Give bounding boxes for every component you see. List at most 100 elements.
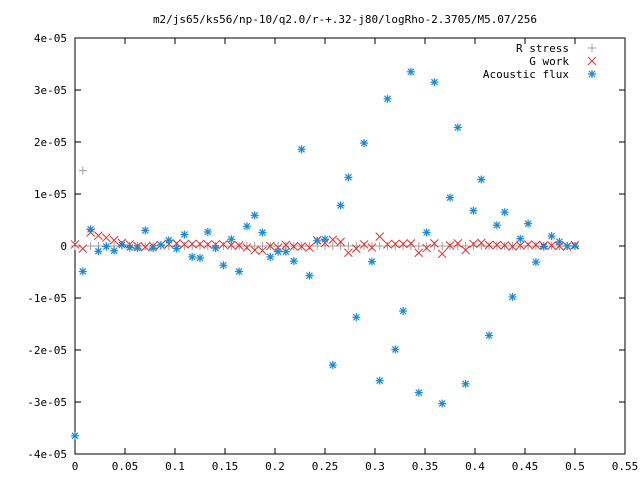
data-point-acoustic-flux <box>328 361 337 370</box>
data-point-acoustic-flux <box>344 173 353 182</box>
data-point-acoustic-flux <box>235 267 244 276</box>
data-point-acoustic-flux <box>102 242 111 251</box>
data-point-r-stress <box>375 242 384 250</box>
data-point-g-work <box>281 240 291 250</box>
data-point-acoustic-flux <box>336 201 345 210</box>
data-point-acoustic-flux <box>453 123 462 132</box>
data-point-g-work <box>140 242 150 252</box>
data-point-acoustic-flux <box>164 236 173 245</box>
data-point-r-stress <box>391 242 400 250</box>
data-point-r-stress <box>242 242 251 250</box>
data-point-acoustic-flux <box>547 232 556 241</box>
data-point-r-stress <box>492 242 501 250</box>
data-point-acoustic-flux <box>219 261 228 270</box>
data-point-acoustic-flux <box>555 237 564 246</box>
data-point-r-stress <box>328 242 337 250</box>
data-point-acoustic-flux <box>313 236 322 245</box>
data-point-acoustic-flux <box>485 331 494 340</box>
y-tick-label: -4e-05 <box>27 448 67 461</box>
data-point-g-work <box>328 235 338 245</box>
data-point-g-work <box>250 245 260 255</box>
data-point-acoustic-flux <box>367 257 376 266</box>
data-point-acoustic-flux <box>383 94 392 103</box>
data-point-acoustic-flux <box>250 211 259 220</box>
data-point-acoustic-flux <box>274 247 283 256</box>
data-point-g-work <box>445 241 455 250</box>
data-point-g-work <box>398 239 408 249</box>
data-point-g-work <box>258 246 267 256</box>
data-point-g-work <box>187 239 197 249</box>
data-point-acoustic-flux <box>571 242 579 250</box>
data-point-acoustic-flux <box>227 235 236 244</box>
data-point-g-work <box>414 248 424 258</box>
data-point-acoustic-flux <box>78 267 87 276</box>
data-point-acoustic-flux <box>516 234 525 243</box>
data-point-acoustic-flux <box>422 228 431 237</box>
data-point-acoustic-flux <box>539 242 548 251</box>
data-point-acoustic-flux <box>289 257 298 266</box>
data-point-g-work <box>180 240 189 249</box>
data-point-g-work <box>508 242 517 251</box>
data-point-g-work <box>359 240 369 249</box>
data-point-g-work <box>351 244 361 253</box>
data-point-acoustic-flux <box>360 139 369 148</box>
data-point-acoustic-flux <box>196 253 204 262</box>
data-point-g-work <box>430 239 439 248</box>
data-point-g-work <box>336 237 345 247</box>
y-tick-label: 4e-05 <box>34 32 67 45</box>
data-point-acoustic-flux <box>258 228 267 237</box>
data-point-r-stress <box>399 242 408 250</box>
data-point-g-work <box>484 240 494 250</box>
data-point-acoustic-flux <box>391 345 400 354</box>
data-point-g-work <box>492 240 502 250</box>
data-point-r-stress <box>196 242 204 250</box>
data-point-acoustic-flux <box>266 252 275 261</box>
data-point-r-stress <box>180 242 189 250</box>
series-acoustic-flux <box>71 67 579 440</box>
data-point-g-work <box>523 240 533 249</box>
data-point-g-work <box>437 249 447 259</box>
data-point-acoustic-flux <box>477 175 486 184</box>
data-point-acoustic-flux <box>149 244 158 253</box>
data-point-g-work <box>94 231 103 240</box>
y-tick-label: -2e-05 <box>27 344 67 357</box>
data-point-r-stress <box>344 242 353 250</box>
y-tick-label: 2e-05 <box>34 136 67 149</box>
data-point-r-stress <box>414 242 423 250</box>
legend-label-r-stress: R stress <box>516 42 569 55</box>
data-point-acoustic-flux <box>524 219 533 228</box>
data-point-g-work <box>109 235 119 245</box>
data-point-r-stress <box>219 242 228 250</box>
data-point-g-work <box>219 240 228 249</box>
data-point-acoustic-flux <box>110 246 119 255</box>
data-point-acoustic-flux <box>281 247 290 256</box>
data-point-r-stress <box>258 242 267 250</box>
data-point-g-work <box>469 239 478 249</box>
legend-marker-acoustic-flux <box>588 70 596 78</box>
data-point-acoustic-flux <box>563 242 572 250</box>
data-point-g-work <box>547 241 556 250</box>
data-point-g-work <box>383 240 392 249</box>
y-tick-label: -1e-05 <box>27 292 67 305</box>
data-point-g-work <box>515 241 525 250</box>
data-point-r-stress <box>422 242 431 250</box>
data-point-g-work <box>265 241 275 251</box>
data-point-acoustic-flux <box>86 225 95 234</box>
x-tick-label: 0.05 <box>112 460 139 473</box>
x-tick-label: 0.3 <box>365 460 385 473</box>
data-point-r-stress <box>336 242 345 250</box>
data-point-g-work <box>242 243 252 252</box>
data-point-g-work <box>297 242 306 251</box>
data-point-r-stress <box>188 242 197 250</box>
data-point-acoustic-flux <box>352 313 361 322</box>
data-point-acoustic-flux <box>94 247 103 256</box>
data-point-acoustic-flux <box>125 243 134 252</box>
data-point-acoustic-flux <box>141 226 150 235</box>
x-tick-label: 0.15 <box>212 460 239 473</box>
x-tick-label: 0 <box>72 460 79 473</box>
data-point-acoustic-flux <box>297 145 306 154</box>
data-point-acoustic-flux <box>321 235 329 244</box>
data-point-acoustic-flux <box>531 258 540 267</box>
data-point-g-work <box>555 241 564 251</box>
